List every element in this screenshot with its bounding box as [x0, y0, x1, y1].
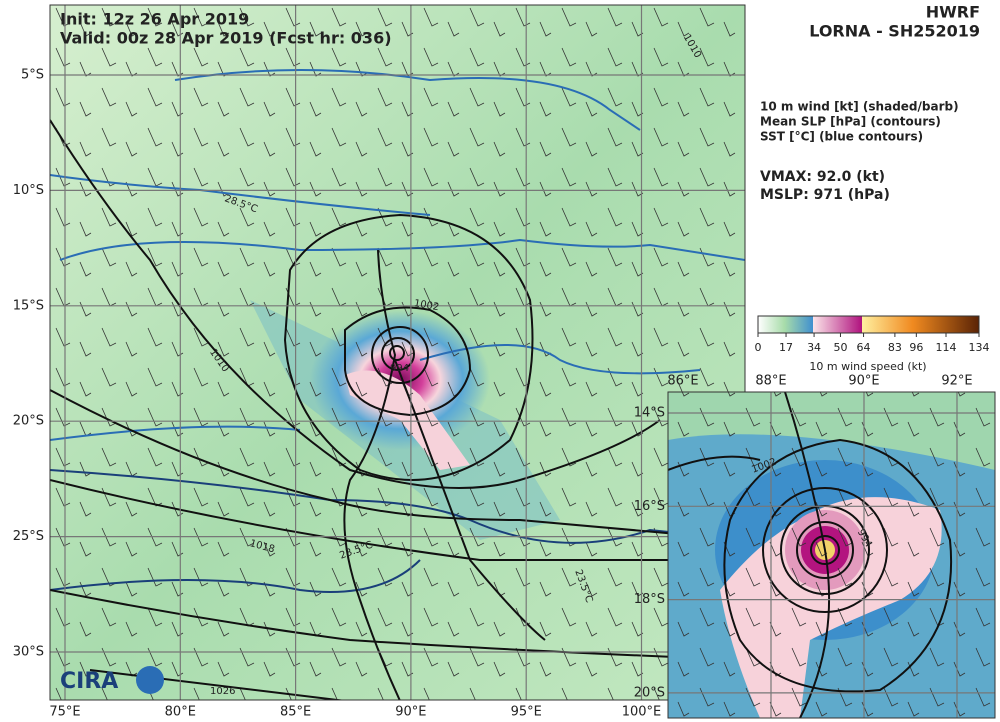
- lon-label: 90°E: [395, 705, 426, 720]
- main-map: [50, 5, 745, 700]
- logo-text: CIRA: [60, 669, 118, 694]
- model: HWRF: [926, 3, 980, 22]
- colorbar-tick-label: 83: [888, 341, 902, 354]
- legend-line: Mean SLP [hPa] (contours): [760, 115, 941, 129]
- colorbar: [757, 315, 980, 334]
- lat-label: 10°S: [13, 183, 44, 198]
- lat-label: 5°S: [21, 68, 44, 83]
- valid: Valid: 00z 28 Apr 2019 (Fcst hr: 036): [60, 29, 392, 48]
- colorbar-tick-label: 96: [909, 341, 923, 354]
- colorbar-tick-label: 0: [755, 341, 762, 354]
- colorbar-tick-label: 134: [969, 341, 990, 354]
- colorbar-tick-label: 50: [833, 341, 847, 354]
- lat-label: 20°S: [13, 414, 44, 429]
- inset-lon-label: 90°E: [848, 374, 879, 389]
- mslp: MSLP: 971 (hPa): [760, 187, 890, 203]
- lon-label: 80°E: [165, 705, 196, 720]
- storm: LORNA - SH252019: [809, 22, 980, 41]
- contour-label: 1002: [413, 298, 440, 313]
- inset-lon-label: 86°E: [667, 374, 698, 389]
- contour-label: 1026: [210, 686, 235, 697]
- lon-label: 100°E: [622, 705, 662, 720]
- lon-label: 75°E: [49, 705, 80, 720]
- colorbar-label: 10 m wind speed (kt): [809, 360, 926, 373]
- legend-line: SST [°C] (blue contours): [760, 130, 923, 144]
- inset-lon-label: 92°E: [941, 374, 972, 389]
- lon-label: 95°E: [511, 705, 542, 720]
- lon-label: 85°E: [280, 705, 311, 720]
- map-frame: [49, 4, 746, 701]
- vmax: VMAX: 92.0 (kt): [760, 169, 885, 185]
- colorbar-tick-label: 17: [779, 341, 793, 354]
- grid: [50, 5, 745, 700]
- legend-line: 10 m wind [kt] (shaded/barb): [760, 100, 959, 114]
- contour-label: 994: [390, 363, 409, 374]
- inset-lat-label: 14°S: [634, 406, 665, 421]
- lat-label: 30°S: [13, 645, 44, 660]
- inset-lon-label: 88°E: [755, 374, 786, 389]
- logo: CIRA: [60, 666, 164, 694]
- inset-frame: [667, 391, 996, 719]
- lat-label: 15°S: [13, 298, 44, 313]
- inset-lat-label: 20°S: [634, 685, 665, 700]
- colorbar-tick-label: 64: [857, 341, 871, 354]
- lat-label: 25°S: [13, 529, 44, 544]
- colorbar-tick-label: 34: [807, 341, 821, 354]
- init: Init: 12z 26 Apr 2019: [60, 10, 249, 29]
- inset-map: [668, 392, 995, 718]
- inset-lat-label: 16°S: [634, 499, 665, 514]
- colorbar-tick-label: 114: [936, 341, 957, 354]
- inset-lat-label: 18°S: [634, 592, 665, 607]
